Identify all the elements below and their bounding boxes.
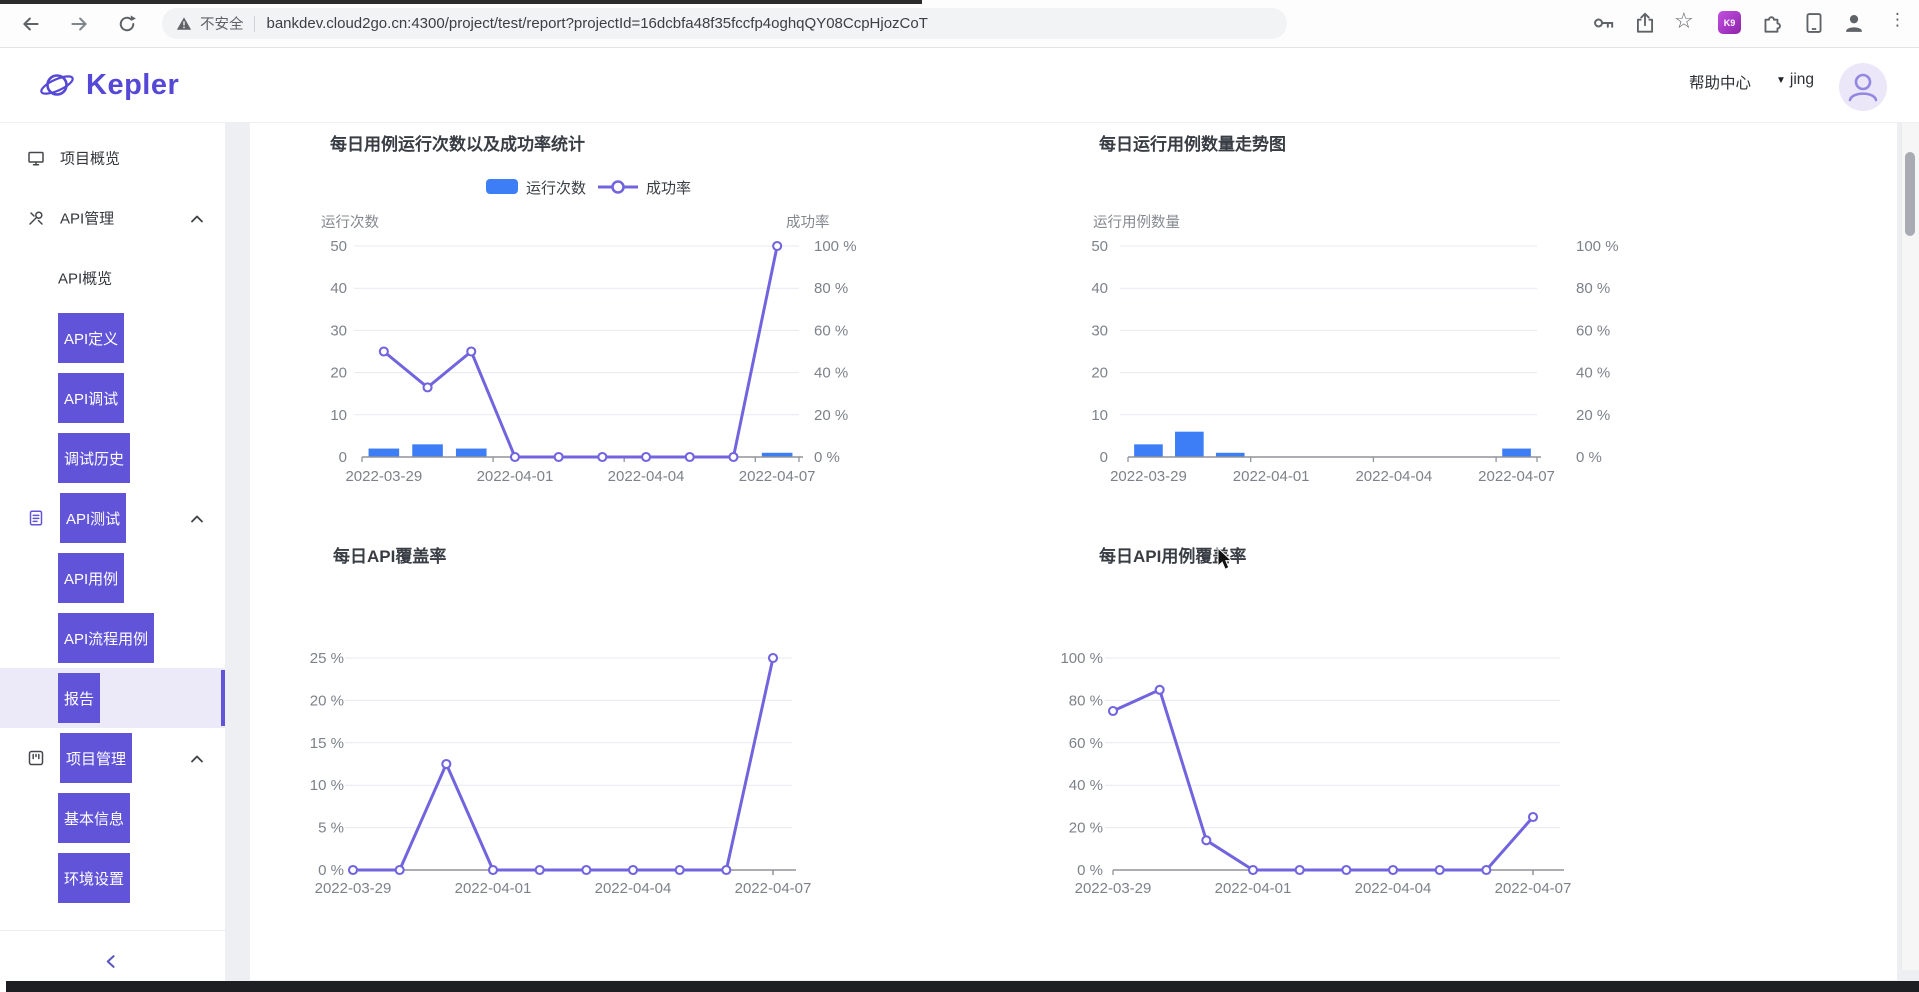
key-icon[interactable]	[1592, 11, 1616, 35]
profile-icon[interactable]	[1842, 11, 1866, 35]
sidebar-item-label: API用例	[58, 553, 125, 603]
chevron-up-icon[interactable]	[190, 752, 204, 764]
monitor-icon	[27, 149, 45, 167]
url-text: bankdev.cloud2go.cn:4300/project/test/re…	[266, 15, 928, 32]
chevron-up-icon[interactable]	[190, 212, 204, 224]
chevron-left-icon	[106, 954, 115, 968]
forward-icon[interactable]	[68, 13, 90, 35]
sidebar-item-api-definition[interactable]: API定义	[0, 308, 225, 368]
planet-icon	[40, 74, 74, 96]
sidebar-divider	[0, 930, 225, 931]
tools-icon	[27, 209, 45, 227]
sidebar-item-api-case[interactable]: API用例	[0, 548, 225, 608]
page-scrollbar[interactable]	[1901, 122, 1919, 970]
sidebar-item-env-settings[interactable]: 环境设置	[0, 848, 225, 908]
window-top-edge	[0, 0, 922, 4]
sidebar-item-label: API管理	[60, 210, 115, 228]
star-icon[interactable]: ☆	[1674, 8, 1694, 33]
sidebar-item-api-overview[interactable]: API概览	[0, 248, 225, 308]
window-bottom-edge	[6, 981, 1919, 992]
sidebar-item-label: 项目管理	[60, 733, 133, 783]
sidebar-item-debug-history[interactable]: 调试历史	[0, 428, 225, 488]
puzzle-icon[interactable]	[1760, 11, 1784, 35]
sidebar-item-label: 环境设置	[58, 853, 131, 903]
app-header: Kepler 帮助中心 ▼ jing	[0, 48, 1919, 123]
sidebar-item-api-debugging[interactable]: API调试	[0, 368, 225, 428]
security-label: 不安全	[200, 17, 244, 33]
sidebar-collapse-button[interactable]	[96, 946, 126, 976]
app-logo[interactable]: Kepler	[38, 66, 179, 104]
board-icon	[27, 749, 45, 767]
sidebar-item-basic-info[interactable]: 基本信息	[0, 788, 225, 848]
logo-text: Kepler	[86, 68, 180, 101]
sidebar-item-label: API概览	[58, 270, 113, 288]
reload-icon[interactable]	[116, 13, 138, 35]
tablet-icon[interactable]	[1802, 11, 1826, 35]
menu-dots-icon[interactable]: ⋮	[1889, 10, 1906, 29]
help-center-link[interactable]: 帮助中心	[1689, 75, 1752, 92]
username: jing	[1789, 71, 1815, 88]
extension-badge[interactable]: K9	[1718, 11, 1741, 34]
scrollbar-thumb[interactable]	[1905, 152, 1915, 236]
browser-toolbar: 不安全 bankdev.cloud2go.cn:4300/project/tes…	[0, 0, 1919, 48]
sidebar-item-label: 报告	[58, 673, 101, 723]
sidebar-item-label: 项目概览	[60, 150, 121, 168]
sidebar-item-project-management[interactable]: 项目管理	[0, 728, 225, 788]
sidebar-item-label: API调试	[58, 373, 125, 423]
sidebar: 项目概览 API管理 API概览 API定义 API调试调试历史 API测试 API用例 AP…	[0, 122, 225, 984]
sidebar-item-label: API测试	[60, 493, 127, 543]
report-card	[250, 122, 1897, 980]
sidebar-item-label: 基本信息	[58, 793, 131, 843]
avatar[interactable]	[1838, 62, 1888, 112]
sidebar-item-label: API定义	[58, 313, 125, 363]
back-icon[interactable]	[20, 13, 42, 35]
user-menu[interactable]: ▼ jing	[1776, 71, 1814, 89]
chevron-up-icon[interactable]	[190, 512, 204, 524]
sidebar-item-project-overview[interactable]: 项目概览	[0, 128, 225, 188]
sidebar-item-label: API流程用例	[58, 613, 155, 663]
share-icon[interactable]	[1633, 11, 1657, 35]
doc-icon	[27, 509, 45, 527]
url-separator	[253, 15, 255, 32]
sidebar-item-api-management[interactable]: API管理	[0, 188, 225, 248]
warning-icon	[176, 16, 192, 30]
caret-down-icon: ▼	[1776, 74, 1786, 86]
sidebar-item-label: 调试历史	[58, 433, 131, 483]
address-bar[interactable]: 不安全 bankdev.cloud2go.cn:4300/project/tes…	[162, 8, 1287, 39]
sidebar-item-api-flow-case[interactable]: API流程用例	[0, 608, 225, 668]
sidebar-item-report[interactable]: 报告	[0, 668, 225, 728]
sidebar-item-api-testing[interactable]: API测试	[0, 488, 225, 548]
